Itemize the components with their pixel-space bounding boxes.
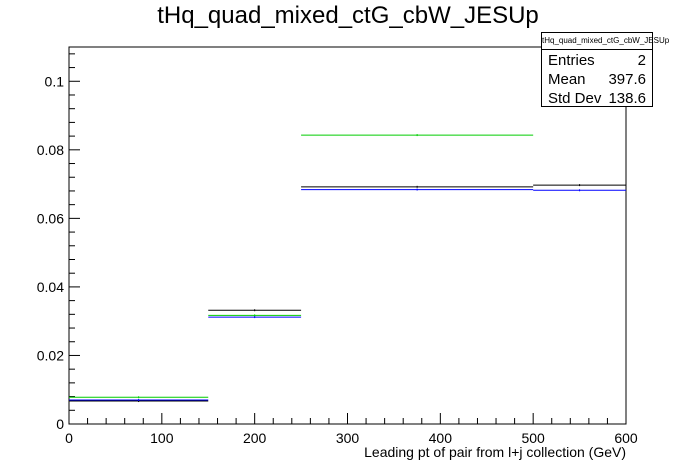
x-axis-label: Leading pt of pair from l+j collection (… [364,444,626,460]
stats-label: Mean [548,71,586,88]
y-tick-label: 0.02 [37,347,64,363]
y-tick-label: 0.08 [37,142,64,158]
stats-label: Entries [548,52,595,69]
stats-value: 2 [637,52,646,69]
x-tick-label: 300 [336,430,360,446]
x-tick-label: 100 [150,430,174,446]
stats-label: Std Dev [548,90,602,107]
stats-box: tHq_quad_mixed_ctG_cbW_JESUp Entries 2 M… [541,32,669,108]
y-tick-label: 0.04 [37,279,64,295]
stats-value: 138.6 [608,90,646,107]
x-tick-label: 600 [614,430,638,446]
x-tick-label: 400 [429,430,453,446]
y-tick-label: 0 [56,416,64,432]
y-tick-label: 0.1 [45,73,65,89]
stats-row-stddev: Std Dev 138.6 [548,89,646,108]
stats-value: 397.6 [608,71,646,88]
chart-title: tHq_quad_mixed_ctG_cbW_JESUp [157,2,539,29]
x-tick-label: 200 [243,430,267,446]
x-tick-label: 500 [521,430,545,446]
stats-box-title: tHq_quad_mixed_ctG_cbW_JESUp [542,33,669,50]
stats-row-mean: Mean 397.6 [548,70,646,89]
x-tick-label: 0 [65,430,73,446]
y-tick-label: 0.06 [37,210,64,226]
stats-row-entries: Entries 2 [548,51,646,70]
